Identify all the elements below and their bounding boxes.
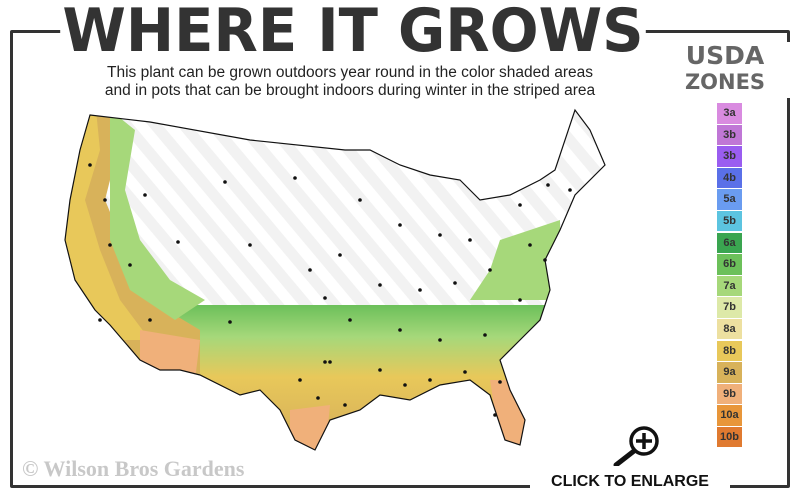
city-dot (403, 383, 407, 387)
city-dot (546, 183, 550, 187)
legend-title-line-2: ZONES (684, 70, 766, 94)
subtitle-line-2: and in pots that can be brought indoors … (104, 82, 596, 99)
city-dot (293, 176, 297, 180)
city-dots (88, 163, 572, 417)
city-dot (343, 403, 347, 407)
legend-zone-3b: 3b (717, 146, 742, 167)
city-dot (88, 163, 92, 167)
city-dot (228, 320, 232, 324)
city-dot (298, 378, 302, 382)
city-dot (338, 253, 342, 257)
city-dot (316, 396, 320, 400)
legend-zone-6b: 6b (717, 254, 742, 275)
legend-zone-7b: 7b (717, 297, 742, 318)
city-dot (223, 180, 227, 184)
zone-legend: 3a 3b 3b 4b 5a 5b 6a 6b 7a 7b 8a 8b 9a 9b 10a 10b (717, 103, 742, 449)
legend-title-line-1: USDA (685, 41, 765, 70)
legend-zone-3a: 3a (717, 103, 742, 124)
city-dot (103, 198, 107, 202)
city-dot (463, 370, 467, 374)
city-dot (143, 193, 147, 197)
legend-zone-8b: 8b (717, 340, 742, 362)
city-dot (323, 296, 327, 300)
city-dot (528, 243, 532, 247)
legend-title: USDA ZONES (660, 42, 790, 98)
city-dot (488, 268, 492, 272)
city-dot (98, 318, 102, 322)
subtitle-line-1: This plant can be grown outdoors year ro… (107, 64, 593, 81)
legend-zone-7a: 7a (717, 275, 742, 297)
legend-zone-10b: 10b (717, 426, 742, 448)
city-dot (438, 338, 442, 342)
magnifier-plus-icon[interactable] (610, 424, 664, 468)
city-dot (428, 378, 432, 382)
city-dot (378, 368, 382, 372)
city-dot (493, 413, 497, 417)
city-dot (328, 360, 332, 364)
city-dot (348, 318, 352, 322)
click-to-enlarge-button[interactable]: CLICK TO ENLARGE (530, 466, 730, 500)
city-dot (543, 258, 547, 262)
legend-zone-10a: 10a (717, 405, 742, 426)
city-dot (308, 268, 312, 272)
city-dot (148, 318, 152, 322)
city-dot (518, 203, 522, 207)
city-dot (418, 288, 422, 292)
city-dot (323, 360, 327, 364)
city-dot (483, 333, 487, 337)
subtitle: This plant can be grown outdoors year ro… (40, 64, 660, 100)
city-dot (438, 233, 442, 237)
city-dot (398, 223, 402, 227)
legend-zone-9a: 9a (717, 362, 742, 383)
city-dot (398, 328, 402, 332)
legend-zone-8a: 8a (717, 318, 742, 340)
legend-zone-9b: 9b (717, 383, 742, 405)
city-dot (108, 243, 112, 247)
city-dot (468, 238, 472, 242)
city-dot (453, 281, 457, 285)
legend-zone-3b: 3b (717, 124, 742, 146)
copyright-watermark: © Wilson Bros Gardens (22, 456, 245, 481)
city-dot (518, 298, 522, 302)
page-title: WHERE IT GROWS (60, 0, 646, 62)
city-dot (378, 283, 382, 287)
city-dot (176, 240, 180, 244)
legend-zone-5b: 5b (717, 210, 742, 232)
legend-zone-5a: 5a (717, 189, 742, 210)
city-dot (248, 243, 252, 247)
legend-zone-6a: 6a (717, 232, 742, 254)
city-dot (358, 198, 362, 202)
map-regions (65, 110, 605, 450)
city-dot (128, 263, 132, 267)
city-dot (498, 380, 502, 384)
city-dot (568, 188, 572, 192)
legend-zone-4b: 4b (717, 167, 742, 189)
